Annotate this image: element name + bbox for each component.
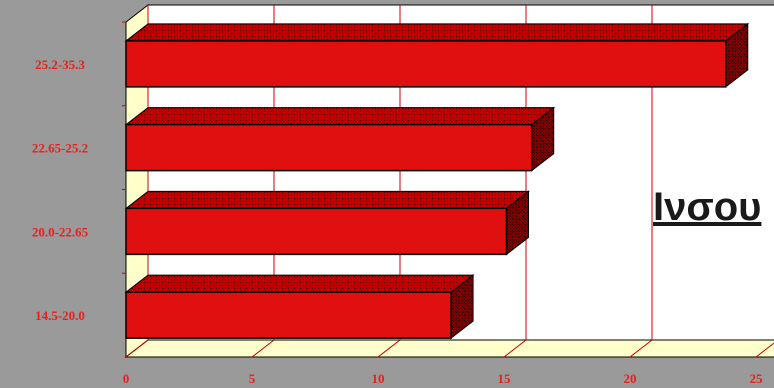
x-tick-label: 0: [123, 371, 130, 386]
category-labels: 14.5-20.0 20.0-22.65 22.65-25.2 25.2-35.3: [32, 57, 89, 323]
category-label: 14.5-20.0: [35, 308, 85, 323]
x-tick-label: 15: [498, 371, 512, 386]
x-tick-label: 20: [624, 371, 637, 386]
category-label: 20.0-22.65: [32, 224, 89, 239]
floor-gridline: [755, 342, 774, 358]
floor-gridline: [377, 339, 401, 358]
x-tick-label: 25: [750, 371, 764, 386]
floor-gridline: [503, 339, 527, 358]
bar: [124, 190, 530, 256]
category-label: 25.2-35.3: [35, 57, 85, 72]
overlay-text: Ινσου: [653, 185, 761, 229]
plot-floor: [124, 339, 774, 358]
bar: [124, 22, 750, 88]
floor-gridline: [629, 339, 653, 358]
floor-gridline: [125, 339, 149, 358]
x-tick-label: 10: [372, 371, 385, 386]
x-tick-label: 5: [249, 371, 256, 386]
bar: [124, 274, 475, 340]
floor-gridline: [251, 339, 275, 358]
category-label: 22.65-25.2: [32, 141, 88, 156]
bar: [124, 106, 556, 172]
x-tick-labels: 0 5 10 15 20 25: [123, 371, 763, 386]
bars: [124, 22, 750, 340]
